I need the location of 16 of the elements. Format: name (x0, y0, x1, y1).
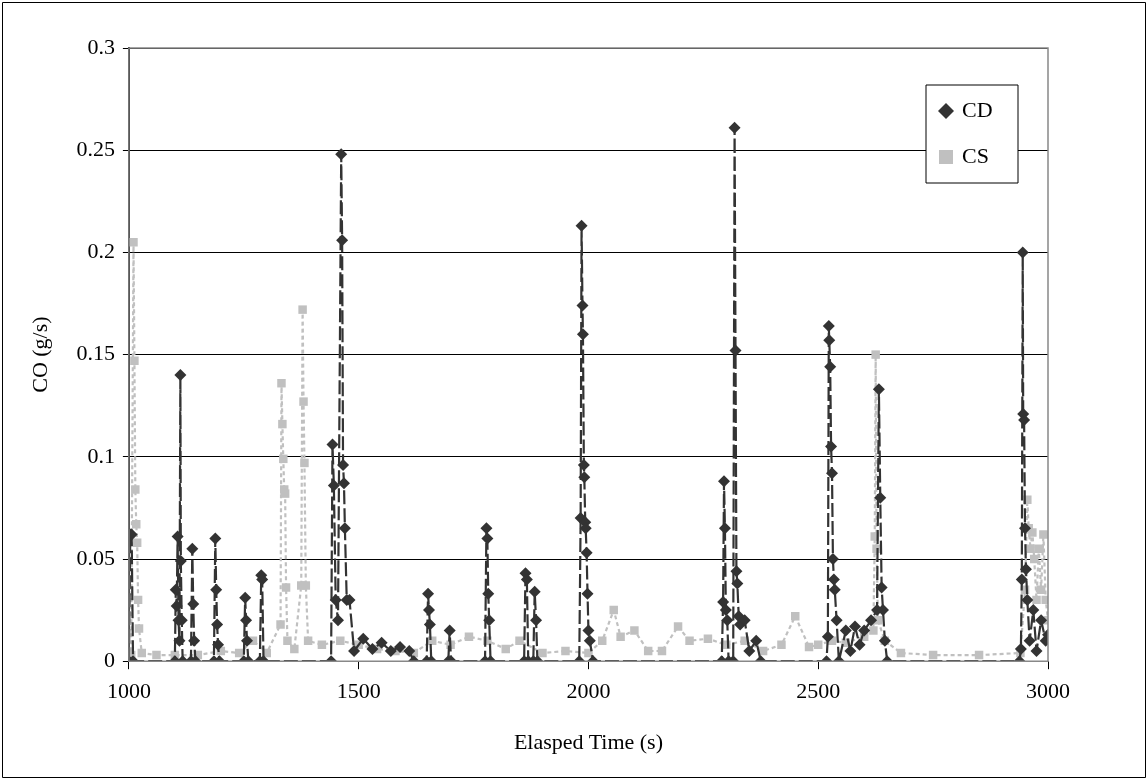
y-tick-label: 0.3 (87, 33, 115, 59)
legend-label: CD (962, 96, 993, 122)
legend-label: CS (962, 142, 989, 168)
x-axis-title: Elasped Time (s) (513, 728, 664, 754)
x-tick-label: 3000 (1026, 678, 1070, 704)
y-tick-label: 0.1 (87, 442, 115, 468)
x-tick-label: 2500 (796, 678, 841, 704)
x-tick-label: 1000 (106, 678, 151, 704)
y-tick-label: 0.15 (76, 340, 115, 366)
x-tick-label: 1500 (336, 678, 381, 704)
y-axis-title: CO (g/s) (26, 316, 52, 393)
y-tick-label: 0.05 (76, 544, 115, 570)
x-tick-label: 2000 (566, 678, 611, 704)
y-tick-label: 0.25 (76, 135, 115, 161)
y-tick-label: 0.2 (87, 238, 115, 264)
y-tick-label: 0 (103, 646, 115, 672)
